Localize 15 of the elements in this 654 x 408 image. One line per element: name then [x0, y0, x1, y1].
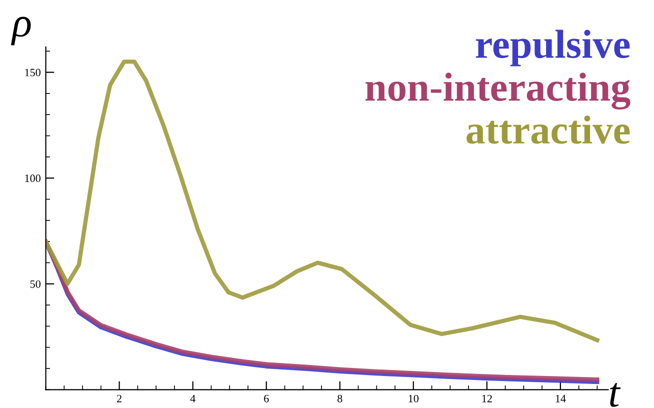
x-tick-label: 8 [338, 394, 342, 402]
text: repulsive [476, 30, 630, 66]
x-tick-label: 6 [264, 394, 269, 402]
text: non-interacting [366, 72, 630, 110]
text: attractive [466, 115, 630, 144]
y-tick-label: 100 [25, 174, 40, 182]
y-tick-label: 50 [30, 280, 40, 288]
y-tick-label: 150 [25, 68, 40, 76]
x-tick-label: 2 [117, 394, 122, 402]
y-axis-title: ρ [10, 16, 31, 46]
x-tick-label: 14 [556, 394, 566, 402]
x-axis-title: t [610, 383, 621, 407]
x-tick-label: 4 [190, 394, 196, 402]
x-tick-label: 10 [408, 394, 419, 402]
x-tick-label: 12 [482, 394, 492, 402]
